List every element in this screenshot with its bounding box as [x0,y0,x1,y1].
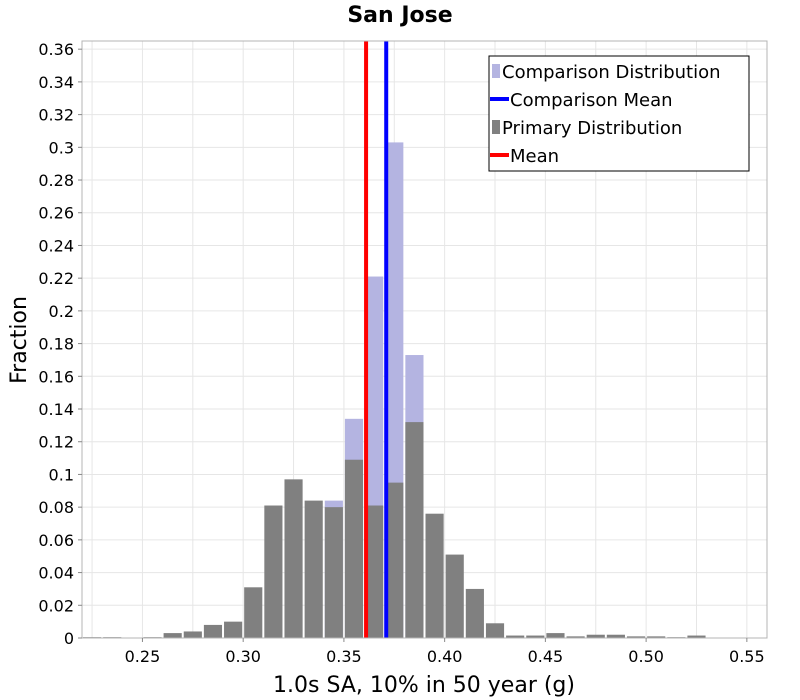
y-tick-label: 0.28 [38,171,74,190]
plot-area-border [81,40,768,639]
primary-bar [526,635,545,638]
primary-bar [365,505,384,638]
x-tick-label: 0.35 [326,647,362,666]
primary-bar [687,635,706,638]
x-tick-label: 0.50 [628,647,664,666]
y-tick-label: 0.32 [38,106,74,125]
primary-bar [485,623,505,638]
legend-swatch-comparison-distribution [492,64,500,78]
y-tick-label: 0.22 [38,269,74,288]
y-tick-label: 0.34 [38,73,74,92]
primary-bar [606,634,625,638]
legend-swatch-comparison-mean [490,97,509,101]
y-tick-label: 0.04 [38,564,74,583]
primary-bar [264,505,283,638]
y-tick-label: 0.14 [38,400,74,419]
x-tick-label: 0.25 [125,647,161,666]
legend-label-primary-distribution: Primary Distribution [502,118,682,139]
y-tick-label: 0.06 [38,531,74,550]
y-tick-label: 0 [64,629,74,648]
primary-bar [405,422,424,638]
primary-bar [203,624,223,638]
x-axis-label: 1.0s SA, 10% in 50 year (g) [273,673,575,698]
x-tick-label: 0.30 [225,647,261,666]
y-tick-label: 0.36 [38,40,74,59]
primary-bar [566,636,585,638]
y-tick-label: 0.16 [38,367,74,386]
y-tick-label: 0.12 [38,433,74,452]
legend-box [488,55,750,172]
legend-label-comparison-mean: Comparison Mean [510,90,673,111]
y-tick-label: 0.02 [38,596,74,615]
x-tick-label: 0.40 [427,647,463,666]
primary-bar [506,635,525,638]
primary-bar [324,507,343,638]
x-axis-ticks: 0.25 0.30 0.35 0.40 0.45 0.50 0.55 [125,638,765,666]
primary-bar [183,631,202,638]
y-tick-label: 0.24 [38,236,74,255]
primary-bar [244,587,263,638]
primary-bar [344,459,364,638]
primary-bar [546,633,565,638]
y-tick-label: 0.2 [49,302,74,321]
primary-bar [626,636,646,638]
primary-bar [445,554,464,638]
x-tick-label: 0.45 [528,647,564,666]
primary-bar [425,513,444,638]
y-tick-label: 0.3 [49,138,74,157]
legend-label-mean: Mean [510,146,559,167]
legend-swatch-mean [490,153,509,157]
primary-bar [586,634,605,638]
primary-bar [385,482,404,638]
primary-bar [465,588,484,638]
primary-bars [83,422,766,638]
y-tick-label: 0.26 [38,204,74,223]
primary-bar [647,636,666,638]
primary-bar [163,633,182,638]
primary-bar [224,621,243,638]
primary-bar [304,500,323,638]
y-axis-label: Fraction [7,296,32,384]
legend: Comparison Distribution Comparison Mean … [488,55,750,172]
y-tick-label: 0.1 [49,465,74,484]
x-tick-label: 0.55 [729,647,765,666]
chart-title: San Jose [347,3,452,28]
y-tick-label: 0.08 [38,498,74,517]
y-axis-ticks: 0 0.02 0.04 0.06 0.08 0.1 0.12 0.14 0.16 0.18 0.2 0… [38,40,82,648]
mean-lines [364,41,389,638]
legend-swatch-primary-distribution [492,120,500,134]
primary-bar [284,479,303,638]
legend-label-comparison-distribution: Comparison Distribution [502,62,721,83]
y-tick-label: 0.18 [38,335,74,354]
